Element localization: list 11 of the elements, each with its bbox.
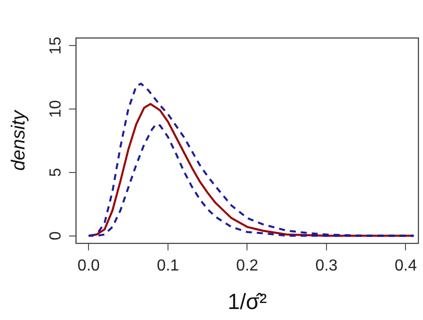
y-tick-label: 10 [47,100,64,118]
x-tick-label: 0.0 [78,257,100,274]
y-tick-label: 5 [47,168,64,177]
x-tick-label: 0.3 [315,257,338,274]
x-tick-label: 0.2 [236,257,258,274]
y-axis-title: density [8,109,30,171]
x-tick-label: 0.1 [156,257,180,274]
y-tick-label: 0 [47,231,64,240]
y-tick-label: 15 [47,36,64,55]
x-tick-label: 0.4 [394,257,417,274]
x-axis-title: 1/σ̂² [228,288,267,314]
